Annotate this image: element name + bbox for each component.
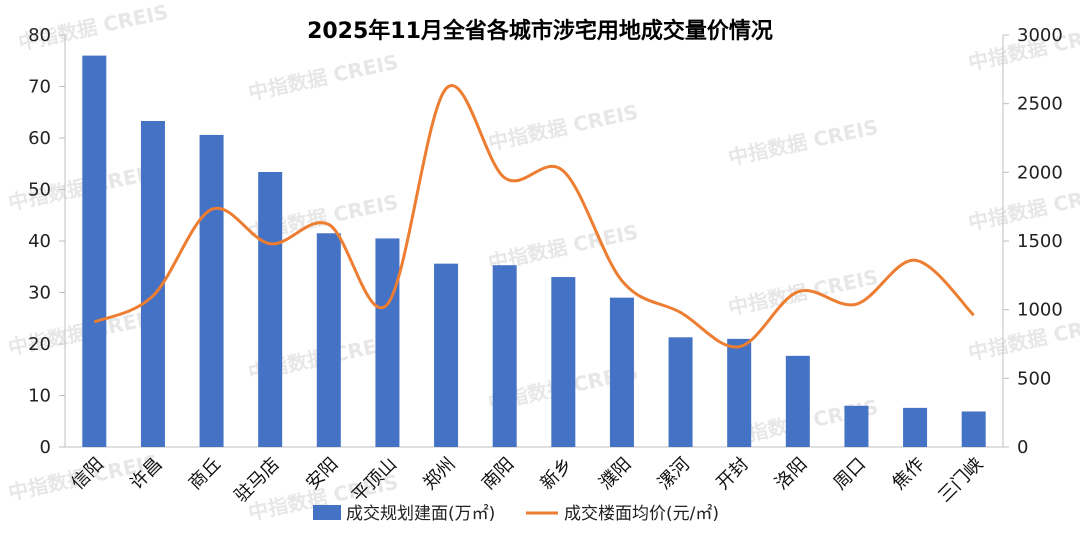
bar-郑州 [434,264,458,447]
left-tick-label: 10 [28,386,51,407]
chart-title: 2025年11月全省各城市涉宅用地成交量价情况 [307,18,773,44]
category-label: 焦作 [888,454,928,494]
bar-安阳 [317,233,341,447]
category-label: 濮阳 [595,454,635,494]
bar-濮阳 [610,298,634,447]
right-tick-label: 2000 [1017,162,1063,183]
bar-南阳 [493,265,517,447]
category-label: 新乡 [537,454,577,494]
right-tick-label: 1000 [1017,300,1063,321]
watermark-text: 中指数据 CREIS [486,100,640,155]
watermark-text: 中指数据 CREIS [246,50,400,105]
bar-周口 [844,406,868,447]
category-label: 洛阳 [771,454,811,494]
category-label: 三门峡 [934,454,987,507]
left-tick-label: 0 [40,437,51,458]
left-tick-label: 70 [28,77,51,98]
watermark-text: 中指数据 CREIS [966,180,1080,235]
bar-商丘 [200,135,224,447]
left-tick-label: 40 [28,231,51,252]
bar-驻马店 [258,172,282,447]
category-label: 漯河 [654,454,694,494]
right-tick-label: 500 [1017,368,1051,389]
left-tick-label: 50 [28,180,51,201]
category-label: 开封 [712,454,752,494]
category-label: 商丘 [185,454,225,494]
watermark-text: 中指数据 CREIS [726,115,880,170]
bar-开封 [727,339,751,447]
category-label: 郑州 [419,454,459,494]
right-tick-label: 1500 [1017,231,1063,252]
bar-漯河 [669,337,693,447]
bar-三门峡 [962,411,986,447]
right-tick-label: 0 [1017,437,1028,458]
bar-平顶山 [375,238,399,447]
bar-洛阳 [786,356,810,447]
left-tick-label: 20 [28,334,51,355]
right-tick-label: 2500 [1017,94,1063,115]
category-label: 周口 [830,454,870,494]
bar-信阳 [82,56,106,447]
left-tick-label: 80 [28,25,51,46]
bar-焦作 [903,408,927,447]
watermark-text: 中指数据 CREIS [726,265,880,320]
bar-新乡 [551,277,575,447]
left-tick-label: 30 [28,283,51,304]
category-labels: 信阳许昌商丘驻马店安阳平顶山郑州南阳新乡濮阳漯河开封洛阳周口焦作三门峡 [68,454,988,507]
legend: 成交规划建面(万㎡) 成交楼面均价(元/㎡) [313,504,719,524]
left-tick-label: 60 [28,128,51,149]
right-tick-label: 3000 [1017,25,1063,46]
legend-swatch-bar [313,505,341,520]
legend-label-bar: 成交规划建面(万㎡) [346,504,495,524]
category-label: 南阳 [478,454,518,494]
legend-label-line: 成交楼面均价(元/㎡) [564,504,719,524]
